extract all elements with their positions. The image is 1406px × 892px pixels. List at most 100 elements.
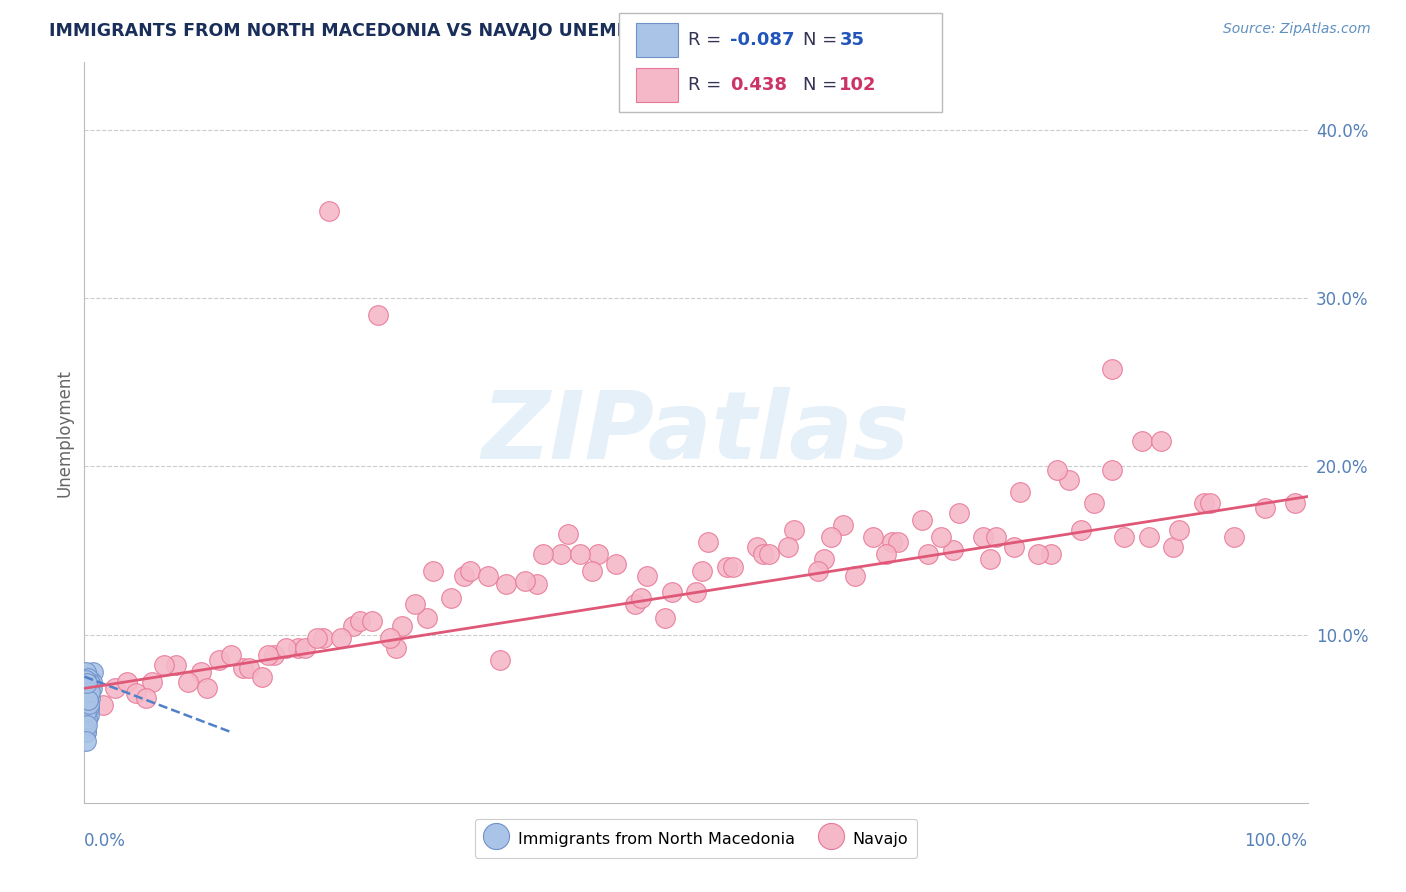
- Point: [752, 547, 775, 561]
- Point: [624, 597, 647, 611]
- Point: [1137, 530, 1160, 544]
- Point: [153, 657, 176, 672]
- Point: [1039, 547, 1062, 561]
- Point: [531, 547, 554, 561]
- Point: [75, 725, 97, 739]
- Point: [1223, 530, 1246, 544]
- Text: ZIPatlas: ZIPatlas: [482, 386, 910, 479]
- Point: [1198, 496, 1220, 510]
- Point: [367, 308, 389, 322]
- Point: [495, 577, 517, 591]
- Point: [349, 614, 371, 628]
- Point: [77, 693, 100, 707]
- Point: [586, 547, 609, 561]
- Point: [75, 733, 97, 747]
- Point: [453, 568, 475, 582]
- Point: [76, 698, 98, 713]
- Point: [75, 695, 97, 709]
- Text: Source: ZipAtlas.com: Source: ZipAtlas.com: [1223, 22, 1371, 37]
- Point: [1284, 496, 1306, 510]
- Point: [75, 665, 97, 679]
- Point: [104, 681, 127, 696]
- Point: [1057, 473, 1080, 487]
- Point: [330, 631, 353, 645]
- Point: [135, 691, 157, 706]
- Text: N =: N =: [803, 31, 842, 49]
- Point: [776, 540, 799, 554]
- Point: [79, 691, 101, 706]
- Point: [75, 705, 97, 719]
- Point: [929, 530, 952, 544]
- Point: [257, 648, 280, 662]
- Point: [77, 690, 100, 704]
- Point: [1254, 501, 1277, 516]
- Point: [526, 577, 548, 591]
- Point: [79, 685, 101, 699]
- Point: [636, 568, 658, 582]
- Point: [1101, 462, 1123, 476]
- Point: [984, 530, 1007, 544]
- Point: [972, 530, 994, 544]
- Point: [416, 610, 439, 624]
- Point: [76, 676, 98, 690]
- Point: [391, 619, 413, 633]
- Point: [605, 557, 627, 571]
- Point: [404, 597, 426, 611]
- Point: [77, 680, 100, 694]
- Point: [263, 648, 285, 662]
- Text: R =: R =: [688, 31, 727, 49]
- Point: [76, 708, 98, 723]
- Point: [177, 674, 200, 689]
- Point: [76, 697, 98, 711]
- Point: [513, 574, 536, 588]
- Point: [1070, 523, 1092, 537]
- Point: [360, 614, 382, 628]
- Point: [287, 640, 309, 655]
- Point: [82, 665, 104, 679]
- Point: [76, 676, 98, 690]
- Point: [1046, 462, 1069, 476]
- Point: [875, 547, 897, 561]
- Point: [844, 568, 866, 582]
- Point: [942, 543, 965, 558]
- Point: [880, 535, 903, 549]
- Point: [1168, 523, 1191, 537]
- Point: [385, 640, 408, 655]
- Point: [887, 535, 910, 549]
- Point: [831, 518, 853, 533]
- Text: N =: N =: [803, 76, 842, 94]
- Point: [195, 681, 218, 696]
- Point: [75, 714, 97, 729]
- Point: [77, 686, 100, 700]
- Point: [440, 591, 463, 605]
- Legend: Immigrants from North Macedonia, Navajo: Immigrants from North Macedonia, Navajo: [475, 819, 917, 858]
- Point: [697, 535, 720, 549]
- Point: [77, 697, 100, 711]
- Point: [77, 685, 100, 699]
- Text: 0.0%: 0.0%: [84, 832, 127, 850]
- Point: [115, 674, 138, 689]
- Point: [979, 551, 1001, 566]
- Point: [250, 670, 273, 684]
- Point: [77, 691, 100, 706]
- Text: R =: R =: [688, 76, 727, 94]
- Point: [76, 678, 98, 692]
- Text: 0.438: 0.438: [730, 76, 787, 94]
- Point: [783, 523, 806, 537]
- Point: [581, 564, 603, 578]
- Point: [747, 540, 769, 554]
- Point: [76, 685, 98, 699]
- Point: [1192, 496, 1215, 510]
- Point: [238, 661, 260, 675]
- Point: [1002, 540, 1025, 554]
- Point: [911, 513, 934, 527]
- Point: [77, 671, 100, 685]
- Text: -0.087: -0.087: [730, 31, 794, 49]
- Point: [807, 564, 830, 578]
- Point: [630, 591, 652, 605]
- Point: [690, 564, 713, 578]
- Point: [276, 640, 298, 655]
- Text: 102: 102: [839, 76, 877, 94]
- Point: [716, 560, 738, 574]
- Point: [294, 640, 316, 655]
